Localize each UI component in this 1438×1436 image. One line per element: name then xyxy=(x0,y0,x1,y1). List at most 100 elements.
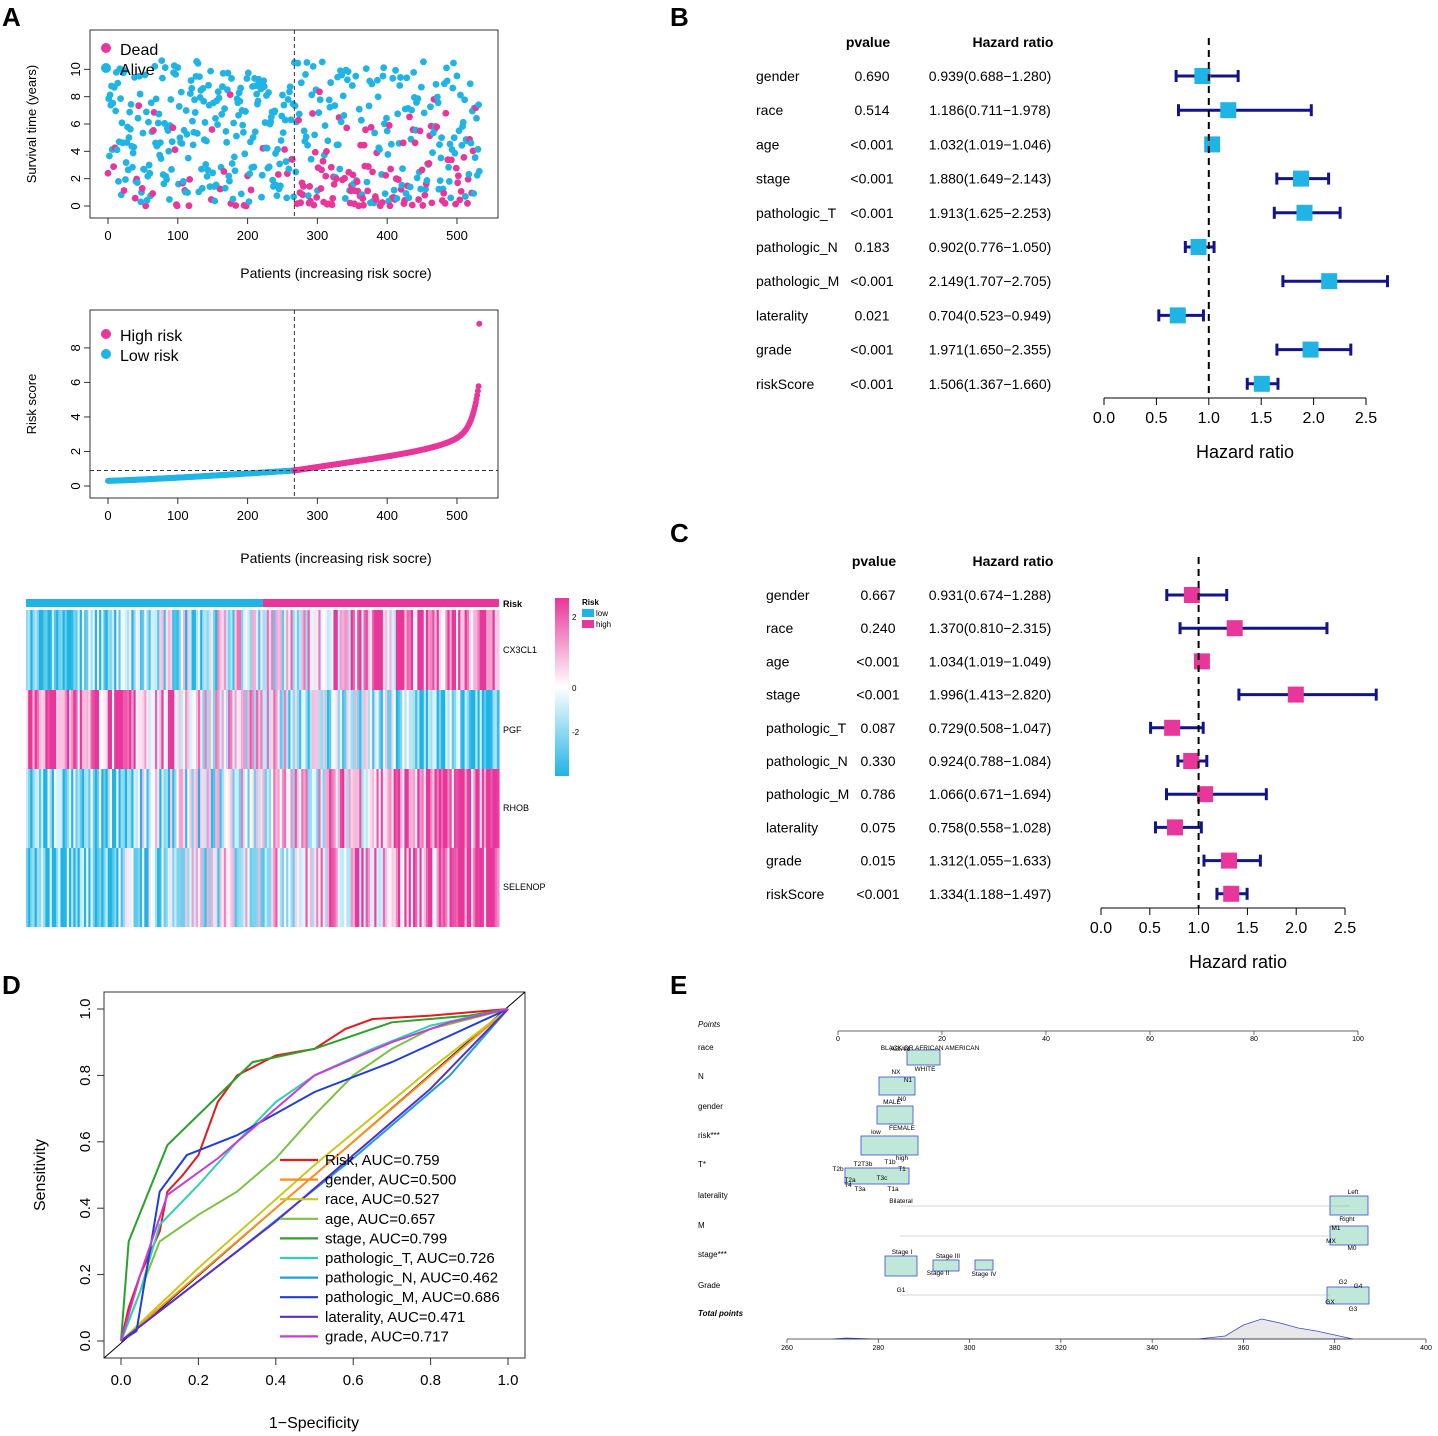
heatmap-cell xyxy=(359,848,362,927)
patient-point xyxy=(219,83,226,91)
heatmap-cell xyxy=(120,848,124,927)
heatmap-cell xyxy=(107,848,111,927)
patient-point xyxy=(410,68,418,76)
heatmap-cell xyxy=(468,848,472,927)
patient-point xyxy=(393,194,401,202)
heatmap-cell xyxy=(268,610,272,690)
patient-point xyxy=(205,81,212,89)
heatmap-cell xyxy=(417,690,421,769)
heatmap-cell xyxy=(337,610,341,690)
heatmap-cell xyxy=(236,848,240,927)
patient-point xyxy=(396,82,404,89)
hr-marker xyxy=(1293,170,1310,187)
level-box xyxy=(878,1076,916,1096)
heatmap-cell xyxy=(159,848,163,927)
heatmap-cell xyxy=(402,769,405,848)
patient-point xyxy=(415,196,422,203)
heatmap-cell xyxy=(139,610,143,690)
patient-point xyxy=(454,172,462,180)
risk-point xyxy=(474,387,481,394)
x-tick-label: 0.5 xyxy=(1145,410,1167,427)
heatmap-cell xyxy=(157,610,160,690)
patient-point xyxy=(187,77,195,84)
patient-point xyxy=(359,195,367,202)
heatmap-cell xyxy=(71,610,74,690)
heatmap-cell xyxy=(464,769,468,848)
x-tick-label: 0.0 xyxy=(111,1372,132,1389)
patient-point xyxy=(208,126,216,133)
heatmap-cell xyxy=(284,610,287,690)
total-tick-label: 260 xyxy=(781,1345,793,1352)
heatmap-cell xyxy=(234,610,238,690)
patient-point xyxy=(258,171,266,179)
heatmap-cell xyxy=(58,690,61,769)
patient-point xyxy=(279,91,286,99)
risk-bar-high xyxy=(263,599,499,607)
heatmap-cell xyxy=(299,769,302,848)
patient-point xyxy=(250,163,258,171)
row-name: grade xyxy=(766,853,802,869)
row-pvalue: 0.514 xyxy=(854,102,889,118)
patient-point xyxy=(122,159,130,166)
heatmap-cell xyxy=(180,690,184,769)
heatmap-cell xyxy=(264,690,268,769)
heatmap-cell xyxy=(294,690,298,769)
heatmap-cell xyxy=(241,848,244,927)
y-tick-label: 0 xyxy=(68,202,83,209)
heatmap-cell xyxy=(176,769,180,848)
heatmap-cell xyxy=(47,848,51,927)
heatmap-cell xyxy=(251,848,255,927)
legend-alive-marker xyxy=(101,63,111,73)
heatmap-cell xyxy=(62,690,66,769)
patient-point xyxy=(292,168,300,176)
level-box xyxy=(884,1255,918,1277)
heatmap-cell xyxy=(419,848,423,927)
patient-point xyxy=(149,190,157,197)
heatmap-cell xyxy=(365,769,369,848)
patient-point xyxy=(300,182,307,190)
patient-point xyxy=(152,95,160,103)
header-pvalue: pvalue xyxy=(846,34,891,50)
heatmap-cell xyxy=(290,769,294,848)
patient-point xyxy=(406,183,414,191)
patient-point xyxy=(362,126,369,134)
y-tick-label: 0.8 xyxy=(77,1065,94,1086)
heatmap-cell xyxy=(350,610,354,690)
heatmap-cell xyxy=(32,769,36,848)
heatmap-cell xyxy=(94,690,98,769)
nomogram-level-label: Stage I xyxy=(892,1249,913,1256)
heatmap-cell xyxy=(51,610,55,690)
survival-status-plot: 0 100 200 300 400 500 0 2 4 6 8 10 Dead Alive Patie… xyxy=(24,29,499,281)
heatmap-cell xyxy=(172,848,175,927)
heatmap-cell xyxy=(75,769,79,848)
patient-point xyxy=(327,79,335,86)
heatmap-cell xyxy=(382,610,386,690)
heatmap-cell xyxy=(247,690,251,769)
heatmap-cell xyxy=(245,690,249,769)
heatmap-cell xyxy=(428,848,431,927)
heatmap-cell xyxy=(329,769,332,848)
heatmap-cell xyxy=(256,610,259,690)
patient-point xyxy=(411,139,419,147)
patient-point xyxy=(302,71,309,78)
patient-point xyxy=(452,164,460,172)
row-name: grade xyxy=(756,342,792,358)
panel-label-a: A xyxy=(2,2,21,32)
heatmap-cell xyxy=(116,848,120,927)
heatmap-cell xyxy=(372,769,375,848)
heatmap-cell xyxy=(266,690,270,769)
patient-point xyxy=(211,197,219,205)
x-tick-label: 0 xyxy=(104,228,111,243)
heatmap-cell xyxy=(264,610,268,690)
heatmap-cell xyxy=(434,610,438,690)
heatmap-cell xyxy=(333,769,337,848)
heatmap-cell xyxy=(279,610,283,690)
heatmap-cell xyxy=(275,848,279,927)
patient-point xyxy=(230,153,238,161)
patient-point xyxy=(224,69,232,77)
patient-point xyxy=(318,166,325,174)
patient-point xyxy=(274,171,282,178)
heatmap-cell xyxy=(99,769,102,848)
level-box xyxy=(1326,1286,1370,1305)
heatmap-cell xyxy=(77,848,81,927)
